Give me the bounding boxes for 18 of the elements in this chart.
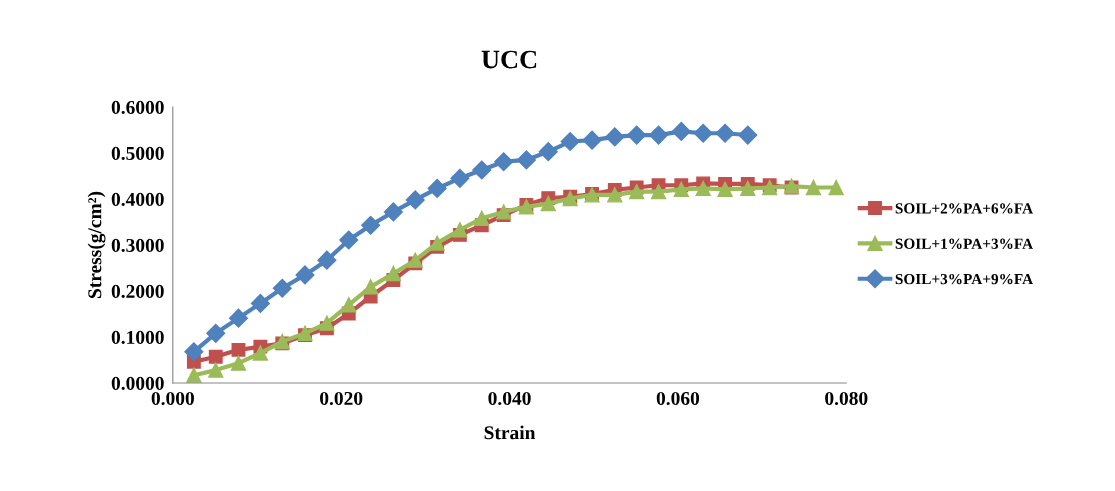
x-axis-title: Strain: [484, 425, 536, 440]
legend-label: SOIL+1%PA+3%FA: [895, 238, 1034, 249]
y-tick-label: 0.0000: [111, 376, 164, 390]
x-tick-label: 0.000: [151, 391, 194, 406]
y-tick-label: 0.5000: [111, 146, 164, 161]
x-tick-label: 0.080: [825, 391, 868, 406]
y-tick-label: 0.4000: [111, 192, 164, 207]
legend-label: SOIL+2%PA+6%FA: [895, 203, 1034, 214]
x-tick-label: 0.020: [320, 391, 363, 406]
chart-title: UCC: [481, 50, 537, 69]
y-tick-label: 0.2000: [111, 284, 164, 299]
y-tick-label: 0.1000: [111, 330, 164, 345]
y-axis-title: Stress(g/cm²): [87, 191, 106, 299]
legend-label: SOIL+3%PA+9%FA: [895, 273, 1034, 285]
y-tick-label: 0.6000: [111, 100, 164, 115]
x-tick-label: 0.060: [656, 391, 700, 406]
y-tick-label: 0.3000: [111, 238, 164, 253]
x-tick-label: 0.040: [488, 391, 531, 406]
